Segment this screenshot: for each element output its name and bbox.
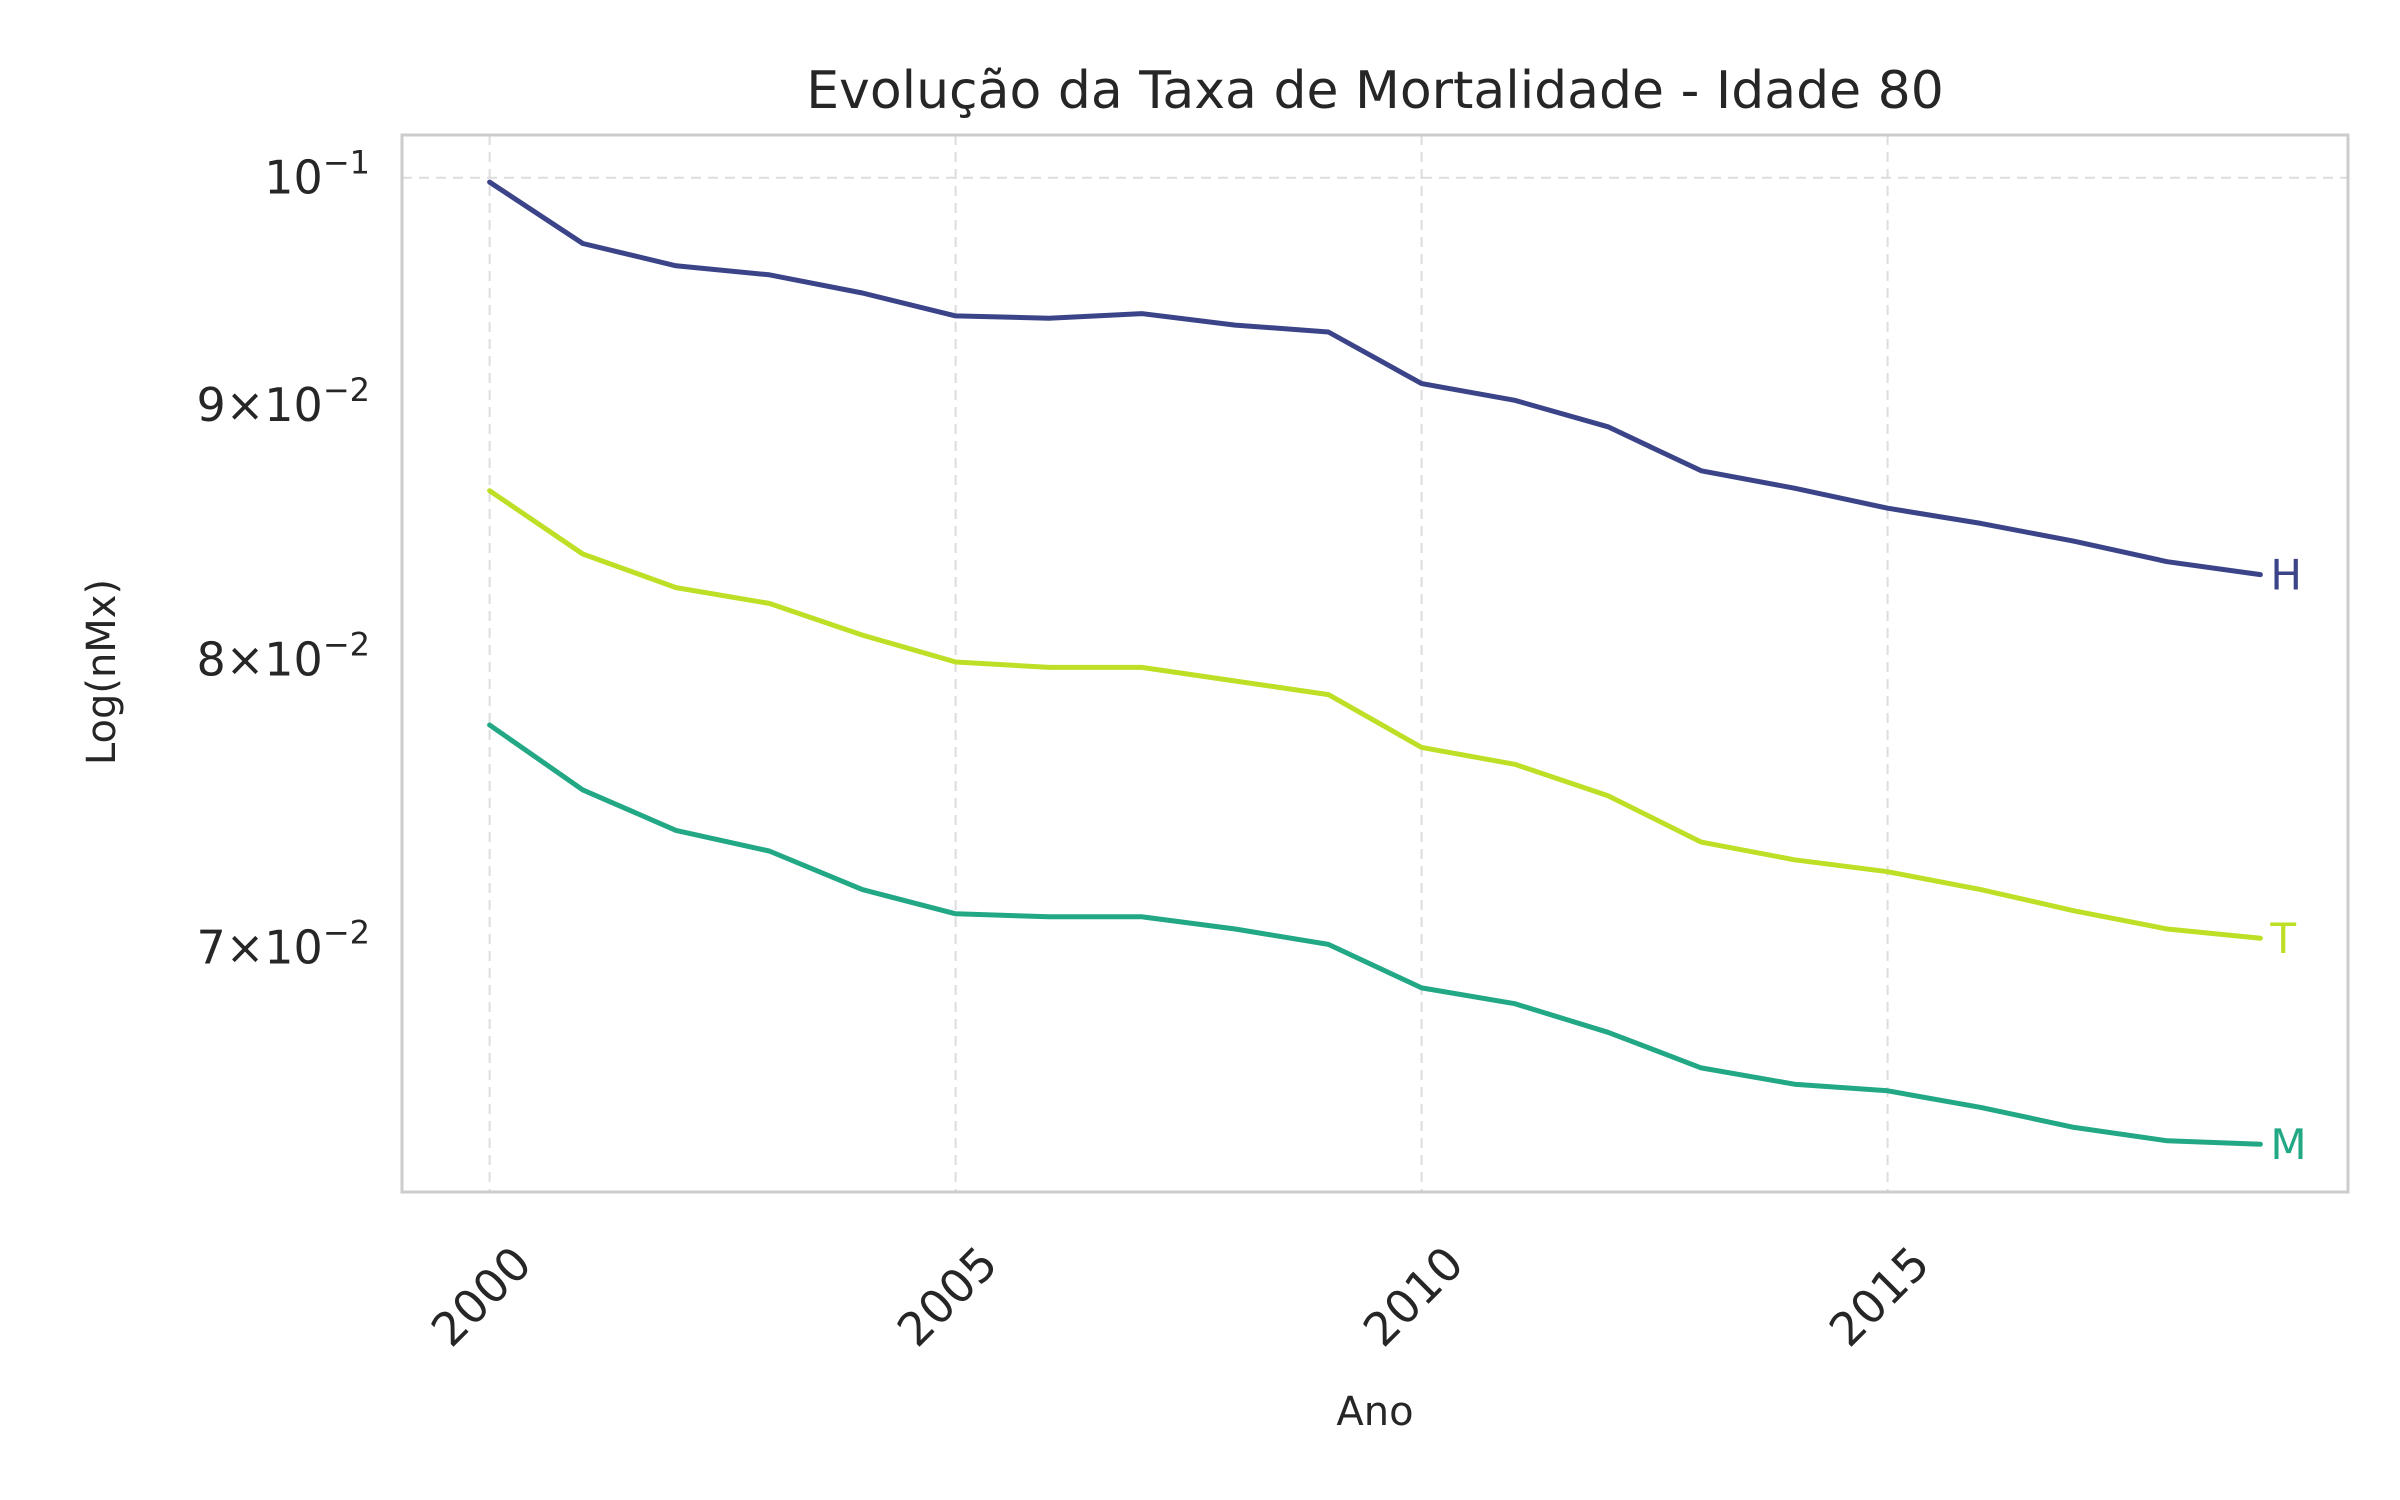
series-label-m: M (2270, 1120, 2306, 1169)
plot-frame (400, 133, 2350, 1194)
x-tick-label: 2000 (421, 1236, 542, 1357)
y-tick-label: 10−1 (264, 144, 370, 205)
series-label-h: H (2270, 551, 2302, 600)
y-tick-label: 7×10−2 (196, 913, 370, 974)
x-tick-label: 2010 (1353, 1236, 1474, 1357)
y-ticks: 10−1 9×10−2 8×10−2 7×10−2 (196, 144, 370, 975)
series-line-m (487, 722, 2263, 1147)
series-lines (487, 179, 2263, 1147)
x-tick-label: 2015 (1819, 1236, 1940, 1357)
x-ticks: 2000 2005 2010 2015 (421, 1236, 1940, 1357)
y-tick-label: 9×10−2 (196, 371, 370, 432)
series-label-t: T (2269, 914, 2296, 963)
series-labels: H T M (2269, 551, 2306, 1170)
series-line-h (487, 179, 2263, 578)
x-tick-label: 2005 (887, 1236, 1008, 1357)
x-axis-label: Ano (1336, 1389, 1413, 1435)
chart-title: Evolução da Taxa de Mortalidade - Idade … (806, 61, 1944, 121)
y-tick-label: 8×10−2 (196, 625, 370, 686)
plot-background (402, 135, 2348, 1192)
series-line-t (487, 488, 2263, 941)
y-axis-label: Log(nMx) (79, 579, 125, 765)
